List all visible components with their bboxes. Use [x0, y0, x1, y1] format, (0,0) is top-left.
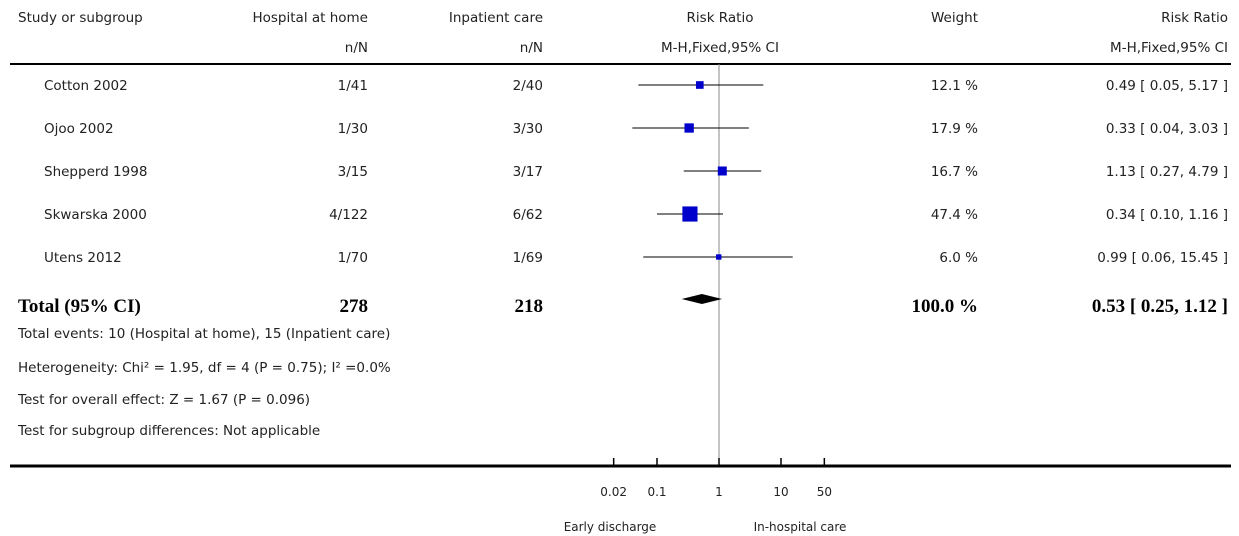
header-rr-text-sub: M-H,Fixed,95% CI	[1110, 40, 1228, 56]
study-exp: 3/15	[337, 164, 368, 180]
study-weight: 16.7 %	[930, 164, 978, 180]
point-estimate	[717, 166, 727, 176]
total-label: Total (95% CI)	[18, 296, 141, 317]
study-ci: 0.99 [ 0.06, 15.45 ]	[1097, 250, 1228, 266]
header-weight: Weight	[930, 10, 978, 26]
note-overall-effect: Test for overall effect: Z = 1.67 (P = 0…	[18, 392, 311, 408]
study-exp: 1/30	[337, 121, 368, 137]
header-exp: Hospital at home	[252, 10, 368, 26]
study-exp: 1/70	[337, 250, 368, 266]
header-ctrl: Inpatient care	[448, 10, 543, 26]
total-ctrl: 218	[514, 296, 544, 317]
pooled-diamond	[681, 294, 723, 304]
study-name: Skwarska 2000	[44, 207, 147, 223]
study-weight: 6.0 %	[939, 250, 978, 266]
note-subgroup: Test for subgroup differences: Not appli…	[18, 423, 321, 439]
study-ci: 0.49 [ 0.05, 5.17 ]	[1105, 78, 1228, 94]
total-weight: 100.0 %	[911, 296, 979, 317]
point-estimate	[684, 123, 694, 133]
tick-label: 0.02	[600, 485, 628, 499]
header-rr-plot: Risk Ratio	[686, 10, 754, 26]
study-ctrl: 3/30	[512, 121, 543, 137]
study-ctrl: 3/17	[512, 164, 543, 180]
header-ctrl-sub: n/N	[519, 40, 543, 56]
study-weight: 12.1 %	[930, 78, 978, 94]
point-estimate	[682, 206, 698, 222]
header-rr-plot-sub: M-H,Fixed,95% CI	[661, 40, 779, 56]
note-events: Total events: 10 (Hospital at home), 15 …	[18, 326, 391, 342]
study-weight: 47.4 %	[930, 207, 978, 223]
study-ci: 1.13 [ 0.27, 4.79 ]	[1105, 164, 1228, 180]
point-estimate	[716, 254, 722, 260]
tick-label: 1	[715, 485, 723, 499]
study-name: Shepperd 1998	[44, 164, 148, 180]
point-estimate	[695, 81, 704, 89]
study-name: Cotton 2002	[44, 78, 128, 94]
study-name: Ojoo 2002	[44, 121, 114, 137]
study-name: Utens 2012	[44, 250, 122, 266]
total-ci: 0.53 [ 0.25, 1.12 ]	[1091, 296, 1228, 317]
total-exp: 278	[339, 296, 369, 317]
axis-right-label: In-hospital care	[753, 520, 847, 534]
study-ci: 0.34 [ 0.10, 1.16 ]	[1105, 207, 1228, 223]
header-rr-text: Risk Ratio	[1161, 10, 1228, 26]
tick-label: 50	[816, 485, 832, 499]
tick-label: 10	[773, 485, 789, 499]
note-heterogeneity: Heterogeneity: Chi² = 1.95, df = 4 (P = …	[18, 360, 391, 376]
header-study: Study or subgroup	[18, 10, 143, 26]
study-ctrl: 6/62	[512, 207, 543, 223]
study-ctrl: 2/40	[512, 78, 543, 94]
study-ci: 0.33 [ 0.04, 3.03 ]	[1105, 121, 1228, 137]
study-exp: 1/41	[337, 78, 368, 94]
tick-label: 0.1	[647, 485, 667, 499]
study-weight: 17.9 %	[930, 121, 978, 137]
axis-left-label: Early discharge	[563, 520, 657, 534]
study-exp: 4/122	[329, 207, 368, 223]
header-exp-sub: n/N	[344, 40, 368, 56]
study-ctrl: 1/69	[512, 250, 543, 266]
